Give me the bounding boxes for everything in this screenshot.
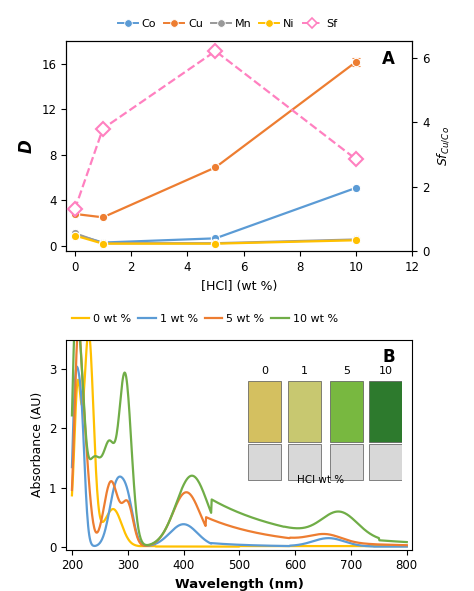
1 wt % [129,506,135,514]
10 wt % [322,513,328,520]
10 wt % [144,541,150,548]
0 wt % [221,543,227,550]
10 wt % [69,412,75,419]
0 wt % [129,540,135,547]
0 wt % [267,543,273,550]
Legend: Co, Cu, Mn, Ni, Sf: Co, Cu, Mn, Ni, Sf [113,14,342,33]
1 wt % [221,540,227,547]
5 wt % [322,531,328,538]
0 wt % [236,543,242,550]
10 wt % [404,538,410,545]
5 wt % [404,542,410,549]
Line: 5 wt %: 5 wt % [72,327,407,545]
Line: 10 wt %: 10 wt % [72,305,407,545]
0 wt % [156,543,162,550]
1 wt % [322,535,328,542]
5 wt % [222,521,228,528]
5 wt % [156,535,162,543]
Text: B: B [383,348,395,366]
10 wt % [294,525,300,532]
5 wt % [294,534,300,541]
1 wt % [293,541,299,548]
Y-axis label: $\it{Sf}_{Cu/Co}$: $\it{Sf}_{Cu/Co}$ [435,126,451,167]
5 wt % [142,542,148,549]
10 wt % [267,519,273,527]
0 wt % [404,543,410,550]
1 wt % [156,539,162,546]
10 wt % [129,447,135,454]
Legend: 0 wt %, 1 wt %, 5 wt %, 10 wt %: 0 wt %, 1 wt %, 5 wt %, 10 wt % [67,310,342,329]
1 wt % [74,363,80,370]
0 wt % [322,543,328,550]
1 wt % [404,543,410,550]
X-axis label: [HCl] (wt %): [HCl] (wt %) [201,280,278,293]
5 wt % [129,511,135,518]
10 wt % [73,301,79,309]
1 wt % [69,463,75,470]
5 wt % [76,324,82,331]
5 wt % [267,532,273,539]
Text: A: A [382,50,395,68]
Y-axis label: Absorbance (AU): Absorbance (AU) [31,392,44,497]
1 wt % [267,542,273,549]
X-axis label: Wavelength (nm): Wavelength (nm) [175,578,304,591]
Line: 1 wt %: 1 wt % [72,366,407,547]
10 wt % [156,535,162,542]
5 wt % [69,486,75,493]
0 wt % [69,492,75,499]
Line: 0 wt %: 0 wt % [72,333,407,547]
10 wt % [222,503,228,510]
0 wt % [294,543,300,550]
Y-axis label: D: D [18,139,36,153]
0 wt % [86,329,91,336]
